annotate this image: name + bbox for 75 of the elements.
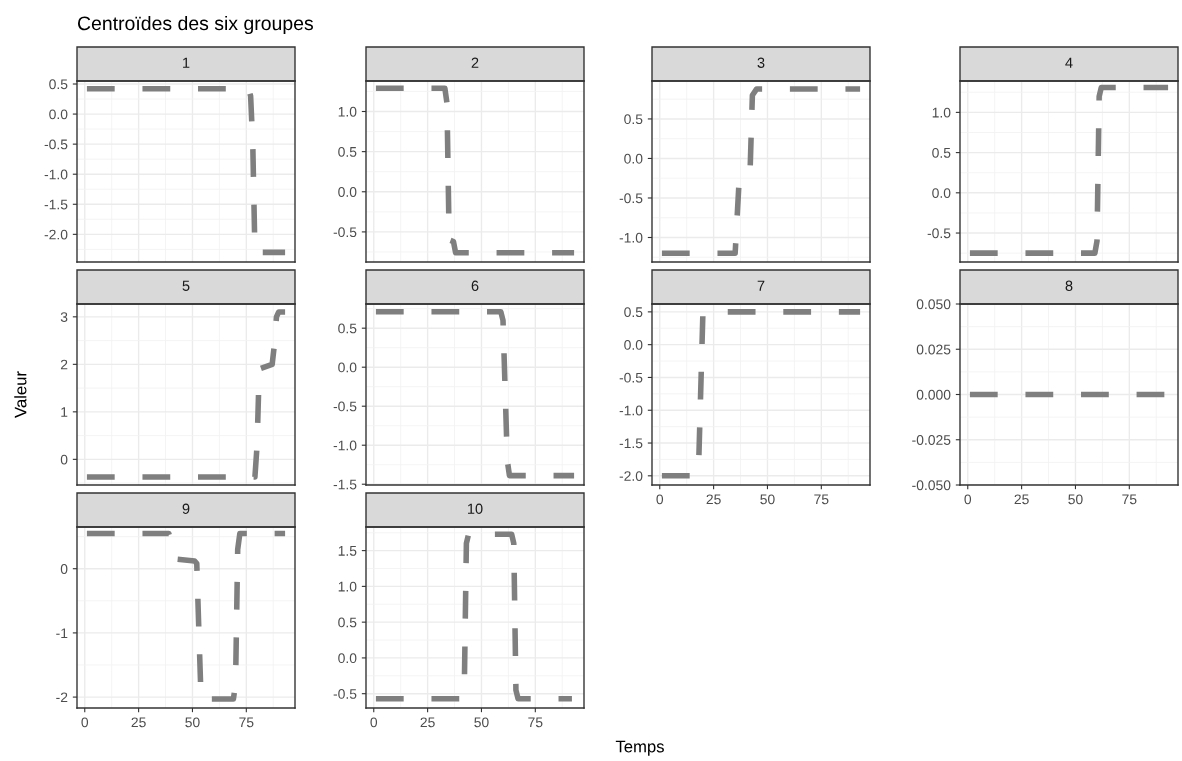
y-tick-label: 0.5: [624, 114, 643, 125]
chart-title: 6: [471, 280, 479, 291]
y-tick-label: 0.5: [338, 146, 357, 157]
y-tick-label: -0.5: [619, 193, 643, 204]
y-tick-label: 0.5: [932, 147, 951, 158]
x-tick-label: 75: [1122, 494, 1137, 505]
y-tick-label: -0.5: [44, 139, 68, 150]
chart-title: 7: [757, 280, 765, 291]
y-tick-label: 1.0: [338, 581, 357, 592]
x-tick-label: 25: [131, 717, 146, 728]
y-tick-label: -1.5: [333, 479, 357, 490]
y-tick-label: -1.5: [619, 438, 643, 449]
y-tick-label: -1.5: [44, 199, 68, 210]
y-tick-label: -0.025: [912, 435, 951, 445]
y-tick-label: 0.0: [49, 109, 68, 120]
y-tick-label: 0.0: [932, 188, 951, 198]
x-tick-label: 75: [814, 494, 829, 505]
y-tick-label: 1.0: [338, 106, 357, 117]
y-tick-label: -0.5: [927, 228, 951, 239]
x-tick-label: 0: [964, 494, 972, 505]
y-tick-label: 0.0: [338, 653, 357, 664]
y-tick-label: 0.0: [624, 339, 643, 350]
y-tick-label: 1.0: [932, 107, 951, 118]
y-tick-label: 0: [60, 564, 68, 574]
y-tick-label: -0.5: [333, 689, 357, 699]
y-tick-label: -0.5: [333, 227, 357, 238]
y-tick-label: -2: [56, 692, 68, 703]
chart-title: 3: [757, 57, 765, 68]
y-tick-label: 0.050: [916, 299, 951, 310]
y-tick-label: 2: [60, 359, 68, 370]
x-tick-label: 25: [706, 494, 721, 505]
y-tick-label: -0.050: [912, 480, 951, 491]
x-tick-label: 75: [528, 717, 543, 728]
y-tick-label: 1: [61, 407, 68, 417]
chart-title: 4: [1065, 57, 1073, 68]
y-tick-label: 1.5: [338, 546, 357, 556]
x-tick-label: 0: [370, 717, 378, 728]
y-tick-label: 0.000: [916, 389, 951, 400]
x-tick-label: 50: [1068, 494, 1083, 505]
y-tick-label: 3: [60, 312, 68, 322]
x-tick-label: 50: [185, 717, 200, 728]
y-tick-label: 0.0: [338, 187, 357, 197]
y-tick-label: -2.0: [44, 229, 68, 240]
x-tick-label: 25: [420, 717, 435, 728]
y-tick-label: 0.5: [338, 323, 357, 334]
y-tick-label: -1.0: [619, 232, 643, 243]
y-tick-label: -0.5: [619, 372, 643, 383]
y-tick-label: 0.5: [49, 79, 68, 90]
y-tick-label: 0.5: [624, 307, 643, 318]
text: Centroïdes des six groupes: [77, 15, 313, 35]
y-axis-title: Valeur: [14, 371, 27, 418]
y-tick-label: -1.0: [333, 440, 357, 451]
y-tick-label: -1: [56, 628, 68, 638]
y-tick-label: -1.0: [619, 405, 643, 416]
x-tick-label: 75: [239, 717, 254, 728]
x-axis-title: Temps: [615, 740, 664, 756]
y-tick-label: 0: [60, 454, 68, 465]
y-tick-label: 0.0: [624, 153, 643, 164]
chart-title: 1: [183, 57, 190, 68]
chart-title: 9: [182, 503, 190, 514]
y-tick-label: -0.5: [333, 401, 357, 412]
chart-title: 10: [468, 503, 483, 514]
x-tick-label: 50: [474, 717, 489, 728]
x-tick-label: 50: [760, 494, 775, 505]
x-tick-label: 25: [1014, 494, 1029, 505]
y-tick-label: -2.0: [619, 471, 643, 481]
y-tick-label: 0.5: [338, 617, 357, 628]
y-tick-label: 0.025: [916, 344, 951, 355]
chart-title: 5: [182, 280, 190, 291]
chart-title: 8: [1065, 280, 1073, 291]
y-tick-label: 0.0: [338, 362, 357, 373]
x-tick-label: 0: [656, 494, 664, 505]
chart-title: 2: [471, 57, 479, 68]
y-tick-label: -1.0: [44, 169, 68, 180]
x-tick-label: 0: [81, 717, 89, 728]
